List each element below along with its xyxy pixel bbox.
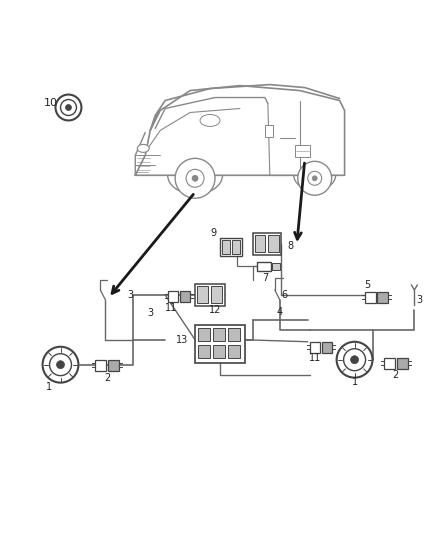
Circle shape — [192, 175, 198, 181]
Circle shape — [60, 100, 77, 116]
Text: 10: 10 — [43, 98, 57, 108]
Circle shape — [42, 347, 78, 383]
Circle shape — [298, 161, 332, 195]
Bar — [222, 240, 230, 254]
Bar — [364, 292, 375, 303]
Text: 11: 11 — [165, 303, 177, 313]
Bar — [265, 125, 273, 138]
Text: 2: 2 — [392, 370, 399, 379]
Text: 4: 4 — [277, 307, 283, 317]
Bar — [213, 345, 225, 358]
Bar — [220, 238, 242, 256]
Bar — [253, 233, 281, 255]
Circle shape — [343, 349, 366, 370]
Bar — [211, 286, 222, 303]
Bar — [255, 235, 265, 252]
Text: 6: 6 — [282, 290, 288, 300]
Bar — [268, 235, 279, 252]
Circle shape — [308, 171, 321, 185]
Bar — [213, 328, 225, 341]
Bar — [310, 342, 320, 353]
Bar — [272, 263, 280, 270]
Circle shape — [350, 356, 359, 364]
Text: 13: 13 — [176, 335, 188, 345]
Text: 1: 1 — [46, 382, 52, 392]
Bar — [108, 360, 119, 370]
Text: 5: 5 — [364, 280, 371, 290]
Circle shape — [66, 104, 71, 110]
Bar — [378, 292, 389, 303]
Bar — [228, 345, 240, 358]
Bar — [168, 291, 178, 302]
Bar — [180, 291, 190, 302]
Bar — [257, 262, 271, 271]
Bar — [295, 146, 310, 157]
Bar — [397, 358, 408, 369]
Text: 12: 12 — [209, 305, 221, 315]
Bar — [385, 358, 396, 369]
Circle shape — [49, 354, 71, 376]
Text: 9: 9 — [210, 228, 216, 238]
Bar — [321, 342, 332, 353]
Bar — [195, 325, 245, 362]
Circle shape — [312, 176, 317, 181]
Ellipse shape — [200, 115, 220, 126]
Text: 3: 3 — [127, 290, 133, 300]
Bar — [198, 345, 210, 358]
Circle shape — [337, 342, 372, 378]
Bar — [228, 328, 240, 341]
Circle shape — [56, 94, 81, 120]
Bar — [195, 284, 225, 306]
Text: 8: 8 — [288, 241, 294, 251]
Text: 11: 11 — [308, 353, 321, 363]
Bar — [95, 360, 106, 370]
Text: 3: 3 — [147, 308, 153, 318]
Bar — [232, 240, 240, 254]
Bar — [198, 328, 210, 341]
Text: 7: 7 — [262, 273, 268, 283]
Bar — [197, 286, 208, 303]
Circle shape — [175, 158, 215, 198]
Ellipse shape — [137, 144, 149, 152]
Text: 2: 2 — [104, 373, 110, 383]
Circle shape — [186, 169, 204, 187]
Circle shape — [57, 361, 64, 369]
Text: 3: 3 — [416, 295, 422, 305]
Text: 1: 1 — [352, 377, 358, 386]
